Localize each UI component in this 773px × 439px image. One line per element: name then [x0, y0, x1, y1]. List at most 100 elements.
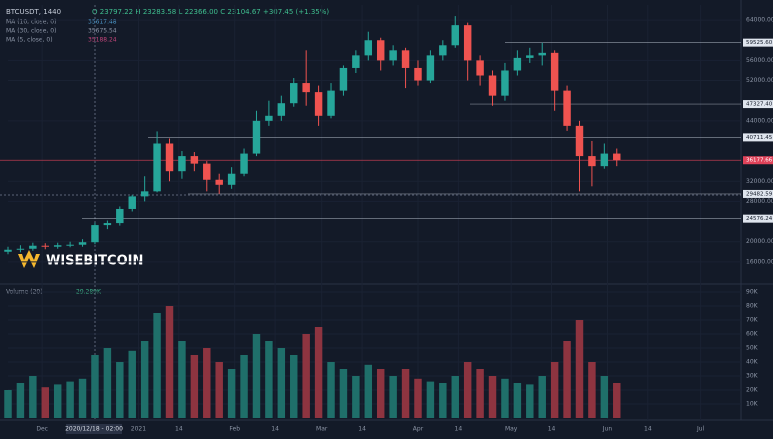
level-label: 24576.24	[746, 216, 773, 222]
candle-body	[563, 90, 571, 126]
volume-bar	[91, 355, 99, 418]
volume-bar	[401, 369, 410, 418]
candle-body	[203, 163, 211, 180]
x-tick-label: Feb	[229, 426, 240, 433]
x-tick-label: Dec	[36, 426, 48, 433]
candle-body	[302, 83, 310, 93]
volume-bar	[302, 334, 310, 418]
volume-bar	[116, 362, 124, 418]
volume-bar	[563, 341, 571, 418]
crosshair-label: 2020/12/18 - 02:00	[65, 426, 123, 433]
candle-body	[29, 245, 37, 249]
logo-icon	[18, 250, 40, 268]
level-label: 59525.60	[746, 40, 773, 46]
volume-bar	[215, 362, 223, 418]
volume-bar	[327, 362, 335, 418]
x-tick-label: 14	[175, 426, 183, 433]
volume-bar	[41, 387, 49, 418]
volume-bar	[339, 369, 348, 418]
candle-body	[327, 90, 335, 116]
candle-body	[501, 70, 509, 96]
volume-bar	[178, 341, 186, 418]
level-label-box	[743, 189, 773, 198]
candle-body	[575, 125, 584, 157]
quote: O 23797.22 H 23283.58 L 22366.00 C 23104…	[92, 8, 329, 16]
y-tick-label: 90K	[746, 289, 759, 296]
candle-body	[66, 244, 74, 246]
volume-bar	[16, 383, 25, 418]
y-tick-label: 10K	[746, 401, 759, 408]
y-tick-label: 50K	[746, 345, 759, 352]
candle-body	[41, 245, 49, 247]
candle-body	[190, 156, 199, 164]
y-tick-label: 80K	[746, 303, 759, 310]
volume-bar	[439, 383, 447, 418]
x-tick-label: Apr	[413, 426, 424, 433]
volume-bar	[488, 376, 497, 418]
volume-bar	[613, 383, 621, 418]
y-tick-label: 44000.00	[746, 117, 773, 124]
volume-bar	[451, 376, 459, 418]
volume-bar	[265, 341, 273, 418]
x-tick-label: 14	[548, 426, 556, 433]
x-tick-label: 2021	[131, 426, 146, 433]
volume-bar	[53, 384, 62, 418]
indicator-value: 35617.48	[88, 19, 117, 26]
candle-body	[451, 25, 459, 46]
y-tick-label: 20000.00	[746, 238, 773, 245]
candle-body	[550, 52, 559, 91]
candle-body	[613, 153, 621, 161]
candle-body	[178, 156, 186, 172]
level-label-box	[743, 100, 773, 109]
x-tick-label: May	[505, 426, 518, 433]
volume-bar	[352, 376, 360, 418]
volume-bar	[526, 384, 534, 418]
candle-body	[16, 248, 25, 250]
candle-body	[352, 55, 360, 68]
candle-body	[376, 40, 385, 61]
volume-bar	[314, 327, 323, 418]
volume-bar	[426, 381, 435, 418]
x-tick-label: Mar	[316, 426, 328, 433]
candle-body	[414, 67, 422, 81]
volume-bar	[588, 362, 596, 418]
volume-bar	[575, 320, 584, 418]
volume-bar	[513, 383, 522, 418]
candle-body	[538, 52, 546, 56]
volume-bar	[190, 355, 199, 418]
candle-body	[439, 45, 447, 56]
volume-bar	[203, 348, 211, 418]
level-label: 40711.45	[746, 135, 773, 141]
indicator-name: MA (10, close, 0)	[6, 19, 56, 26]
indicator-value: 35675.54	[88, 28, 117, 35]
volume-bar	[153, 313, 161, 418]
candle-body	[513, 57, 522, 71]
level-label-box	[743, 214, 773, 223]
volume-bar	[29, 376, 37, 418]
volume-bar	[414, 378, 422, 418]
candle-body	[116, 208, 124, 224]
candle-body	[140, 191, 149, 197]
candle-body	[78, 242, 87, 245]
x-tick-label: 14	[271, 426, 279, 433]
level-label: 47327.40	[746, 102, 773, 108]
candle-body	[91, 225, 99, 243]
y-tick-label: 16000.00	[746, 258, 773, 265]
logo: WISEBITCOIN	[18, 250, 143, 269]
candle-body	[215, 179, 223, 185]
y-tick-label: 64000.00	[746, 17, 773, 24]
indicator-value: 35188.24	[88, 37, 117, 44]
y-tick-label: 20K	[746, 387, 759, 394]
candle-body	[290, 83, 298, 104]
candle-body	[426, 55, 435, 81]
volume-bar	[538, 376, 546, 418]
volume-bar	[600, 376, 609, 418]
candle-body	[401, 50, 410, 68]
y-tick-label: 56000.00	[746, 57, 773, 64]
x-tick-label: 14	[358, 426, 366, 433]
volume-bar	[78, 378, 87, 418]
volume-bar	[240, 355, 248, 418]
candle-body	[389, 50, 397, 61]
volume-bar	[364, 364, 373, 418]
